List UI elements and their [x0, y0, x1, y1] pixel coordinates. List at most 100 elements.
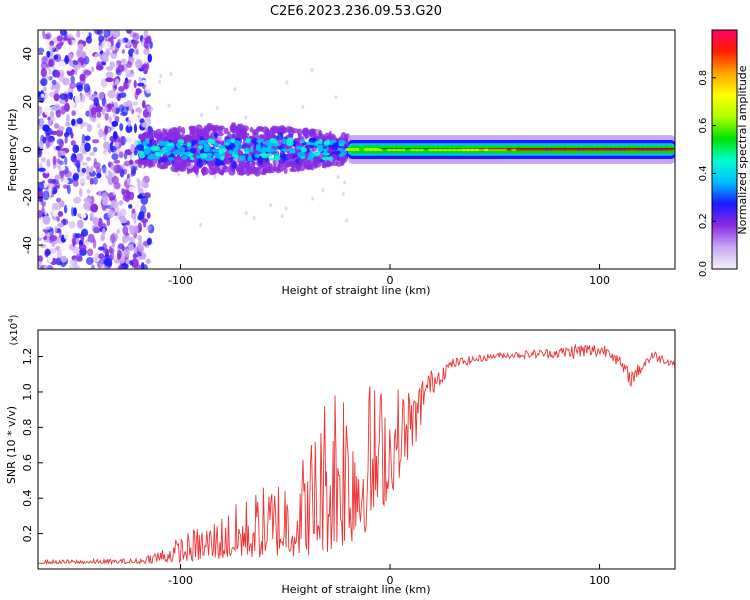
- spectrogram-cell: [157, 79, 161, 84]
- spectrogram-cell: [75, 236, 80, 245]
- spectrogram-cell: [132, 225, 139, 234]
- spectrogram-cell: [164, 148, 172, 152]
- spectrogram-cell: [62, 179, 69, 184]
- spectrogram-cell: [101, 227, 106, 236]
- spectrogram-cell: [125, 259, 130, 265]
- spectrogram-cell: [105, 71, 114, 79]
- spectrogram-cell: [122, 225, 129, 235]
- spectrogram-cell: [109, 233, 116, 244]
- spectrogram-cell: [60, 165, 66, 171]
- spectrogram-cell: [213, 174, 217, 179]
- spectrogram-cell: [42, 215, 51, 225]
- colorbar-ticks: 0.0 0.2 0.4 0.6 0.8: [698, 70, 716, 277]
- spectrogram-cell: [136, 144, 144, 151]
- snr-x-tick-label: -100: [168, 574, 193, 587]
- spectrogram-cell: [147, 134, 154, 140]
- spectrogram-cell: [73, 191, 77, 199]
- spectrogram-cell: [84, 135, 91, 142]
- spectrogram-cell: [272, 142, 281, 147]
- spectrogram-panel: -100 0 100 -40 -20 0 20 40 Height of straight …: [6, 29, 676, 297]
- spectrogram-cell: [121, 49, 125, 54]
- spectrogram-y-tick-label: -20: [21, 188, 34, 206]
- spectrogram-cell: [128, 113, 137, 122]
- spectrogram-cell: [132, 101, 138, 106]
- spectrogram-cell: [345, 147, 352, 152]
- spectrogram-cell: [55, 231, 60, 238]
- spectrogram-cell: [93, 226, 100, 234]
- spectrogram-cell: [62, 184, 69, 189]
- spectrogram-cell: [119, 208, 127, 217]
- snr-y-tick-label: 0.8: [21, 419, 34, 437]
- spectrogram-cell: [40, 93, 45, 99]
- spectrogram-cell: [111, 120, 119, 127]
- snr-y-tick-label: 1.0: [21, 383, 34, 401]
- spectrogram-cell: [184, 151, 190, 156]
- spectrogram-cell: [100, 234, 105, 242]
- spectrogram-cell: [126, 60, 133, 69]
- spectrogram-cell: [81, 133, 86, 144]
- spectrogram-cell: [368, 147, 375, 152]
- spectrogram-cell: [119, 38, 125, 45]
- spectrogram-x-ticks: -100 0 100: [168, 264, 610, 287]
- spectrogram-cell: [58, 61, 66, 68]
- spectrogram-heatmap: [38, 30, 675, 269]
- spectrogram-cell: [294, 138, 300, 143]
- spectrogram-cell: [137, 82, 145, 87]
- spectrogram-cell: [40, 157, 46, 163]
- spectrogram-cell: [55, 44, 59, 53]
- spectrogram-cell: [129, 260, 133, 266]
- spectrogram-cell: [162, 128, 167, 136]
- spectrogram-cell: [51, 79, 57, 86]
- spectrogram-cell: [260, 152, 267, 157]
- spectrogram-cell: [323, 140, 331, 146]
- spectrogram-cell: [183, 158, 191, 167]
- spectrogram-cell: [130, 143, 135, 153]
- spectrogram-cell: [76, 84, 83, 92]
- spectrogram-cell: [123, 101, 129, 107]
- spectrogram-cell: [291, 162, 295, 169]
- spectrogram-cell: [114, 211, 118, 217]
- spectrogram-cell: [141, 179, 146, 188]
- snr-y-tick-label: 0.2: [21, 525, 34, 543]
- spectrogram-cell: [128, 190, 134, 201]
- spectrogram-cell: [114, 115, 120, 123]
- spectrogram-cell: [49, 234, 58, 242]
- spectrogram-cell: [99, 256, 104, 267]
- spectrogram-cell: [38, 249, 45, 254]
- spectrogram-cell: [108, 245, 113, 254]
- spectrogram-cell: [119, 257, 126, 264]
- spectrogram-cell: [137, 179, 141, 190]
- spectrogram-cell: [158, 149, 164, 154]
- spectrogram-cell: [39, 243, 47, 248]
- snr-x-ticks: -100 0 100: [168, 564, 610, 587]
- spectrogram-cell: [89, 46, 97, 55]
- spectrogram-cell: [79, 102, 85, 110]
- spectrogram-cell: [49, 111, 55, 118]
- spectrogram-cell: [143, 30, 149, 39]
- spectrogram-cell: [64, 156, 68, 166]
- spectrogram-cell: [160, 156, 168, 163]
- spectrogram-cell: [80, 228, 89, 237]
- spectrogram-cell: [133, 79, 137, 89]
- spectrogram-cell: [200, 112, 204, 117]
- spectrogram-cell: [101, 108, 106, 116]
- spectrogram-x-label: Height of straight line (km): [281, 284, 430, 297]
- spectrogram-cell: [38, 255, 44, 262]
- spectrogram-cell: [57, 222, 65, 228]
- spectrogram-cell: [38, 47, 45, 53]
- spectrogram-cell: [169, 142, 175, 147]
- spectrogram-cell: [106, 219, 111, 227]
- spectrogram-cell: [112, 49, 118, 54]
- spectrogram-cell: [83, 83, 91, 93]
- spectrogram-cell: [47, 83, 52, 91]
- spectrogram-cell: [313, 152, 321, 156]
- spectrogram-cell: [64, 30, 68, 37]
- spectrogram-cell: [238, 125, 243, 130]
- spectrogram-cell: [296, 166, 301, 172]
- spectrogram-cell: [146, 225, 152, 231]
- spectrogram-cell: [43, 147, 50, 156]
- spectrogram-cell: [218, 148, 224, 155]
- spectrogram-cell: [289, 154, 293, 163]
- spectrogram-cell: [135, 58, 143, 69]
- spectrogram-cell: [238, 155, 246, 162]
